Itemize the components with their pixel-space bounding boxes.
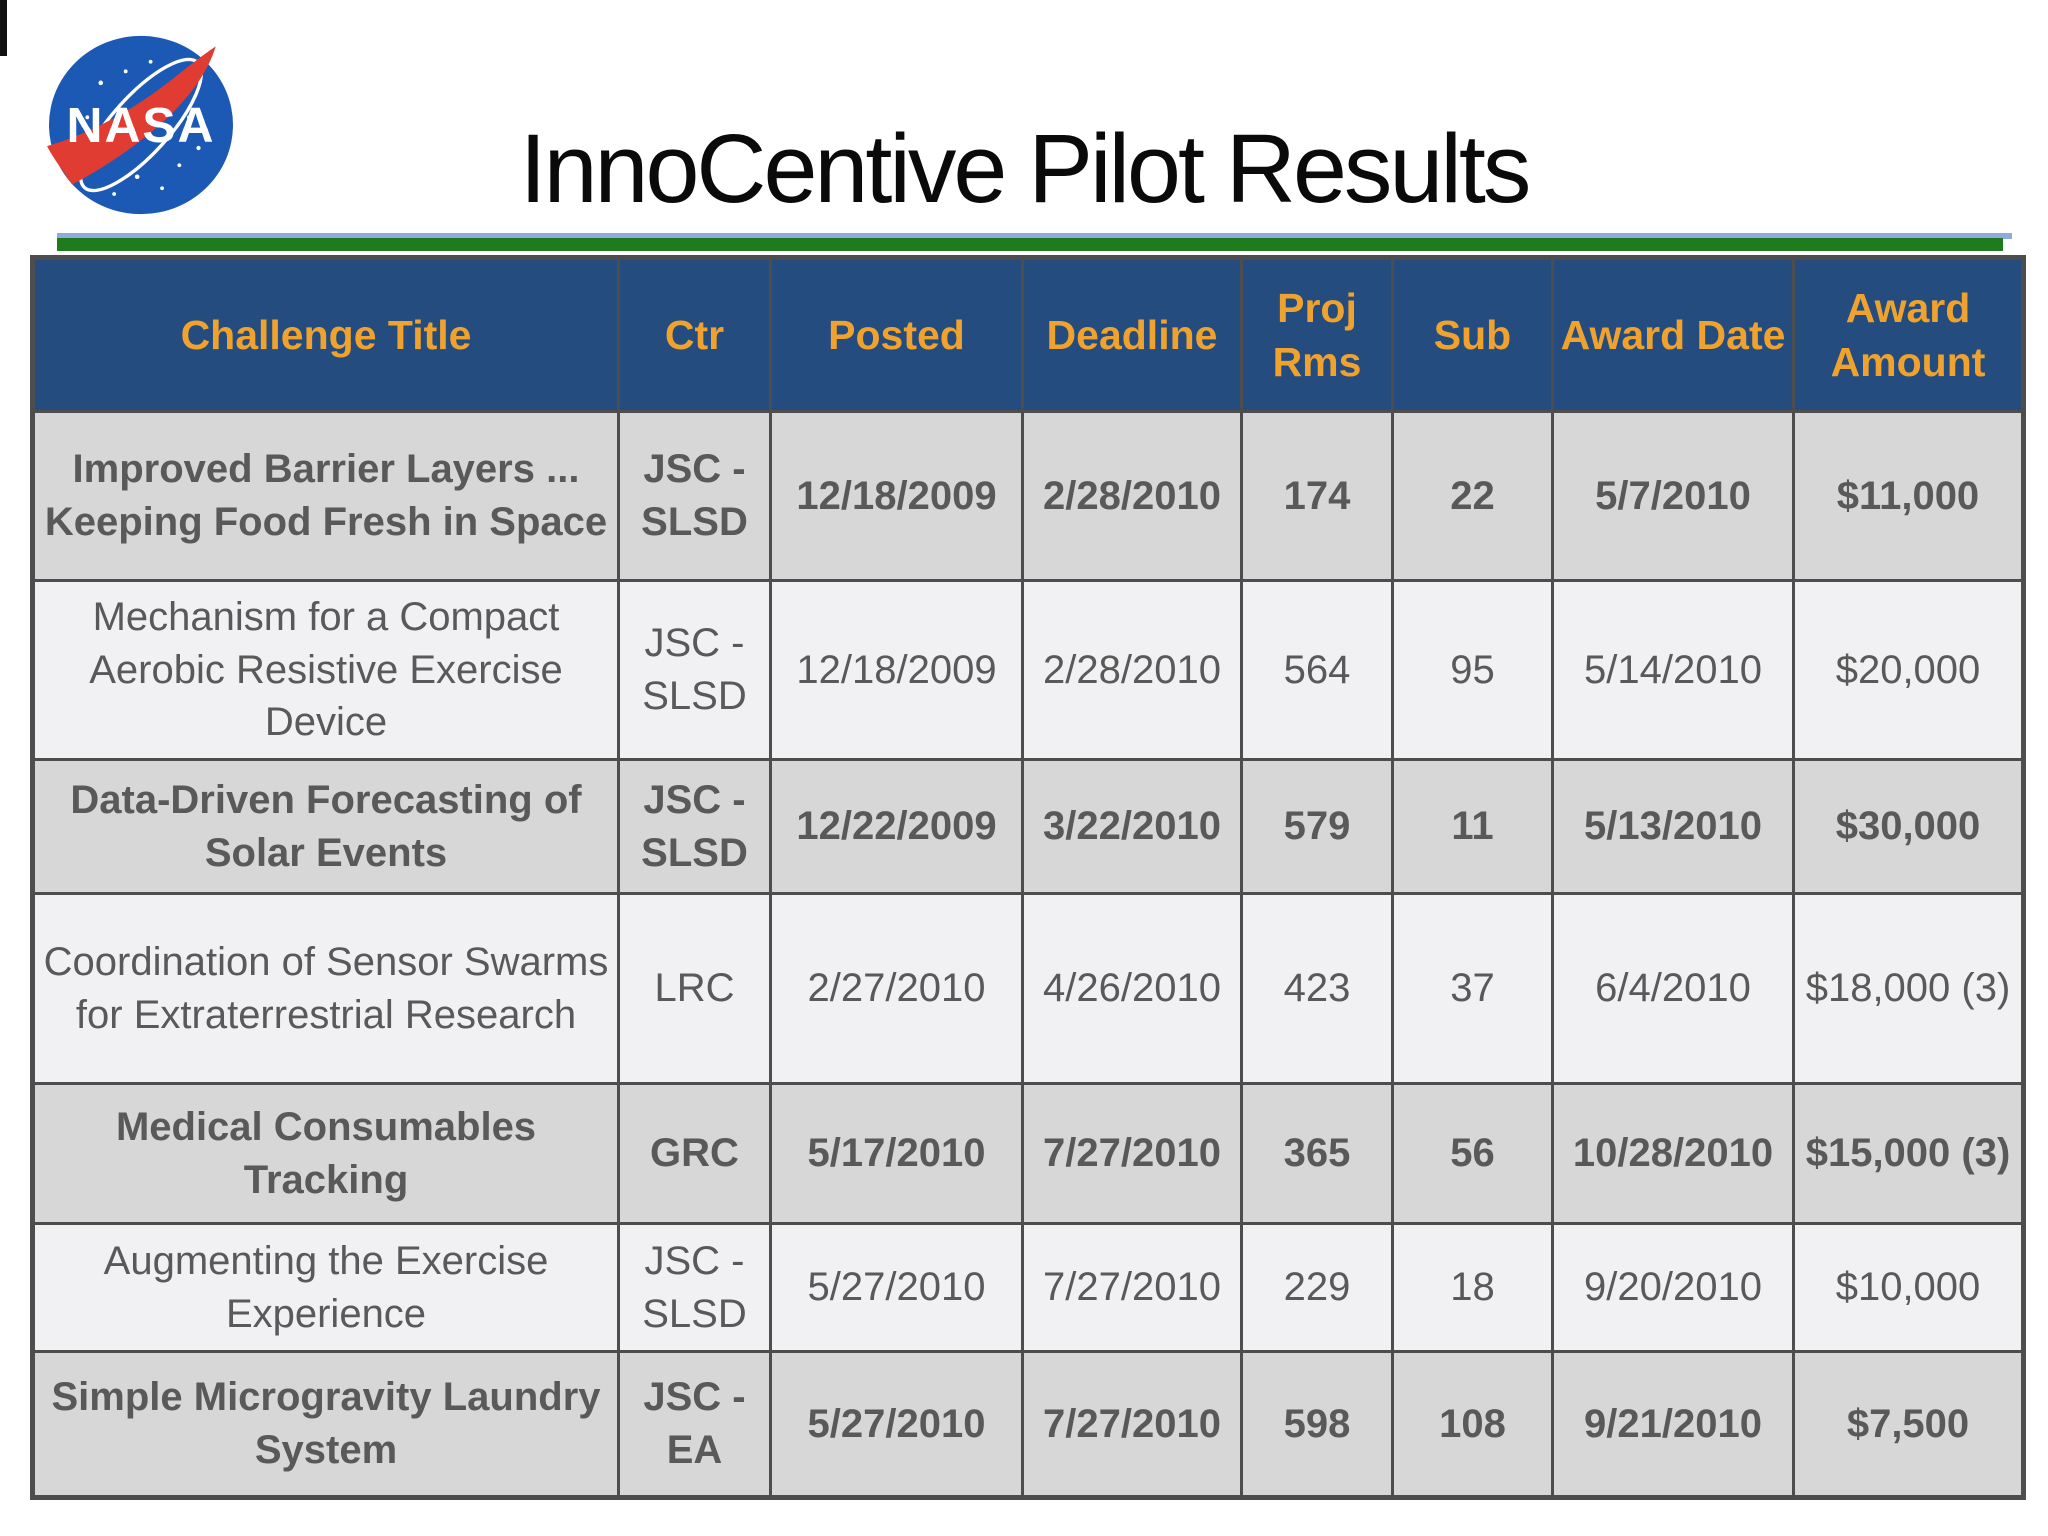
cell-sub: 56 xyxy=(1391,1082,1554,1225)
cell-award-amount: $11,000 xyxy=(1792,410,2025,582)
cell-challenge-title: Mechanism for a Compact Aerobic Resistiv… xyxy=(31,579,620,761)
cell-proj-rms: 598 xyxy=(1240,1350,1394,1499)
cell-award-date: 5/14/2010 xyxy=(1551,579,1795,761)
header-award-date: Award Date xyxy=(1551,256,1795,413)
header-row: Challenge Title Ctr Posted Deadline Proj… xyxy=(31,256,2025,413)
cell-award-date: 9/21/2010 xyxy=(1551,1350,1795,1499)
cell-proj-rms: 174 xyxy=(1240,410,1394,582)
cell-challenge-title: Simple Microgravity Laundry System xyxy=(31,1350,620,1499)
cell-proj-rms: 365 xyxy=(1240,1082,1394,1225)
svg-text:NASA: NASA xyxy=(67,97,216,153)
cell-award-amount: $20,000 xyxy=(1792,579,2025,761)
cell-award-amount: $10,000 xyxy=(1792,1222,2025,1353)
cell-posted: 5/17/2010 xyxy=(769,1082,1024,1225)
divider-green-bar xyxy=(57,238,2003,251)
cell-award-amount: $18,000 (3) xyxy=(1792,892,2025,1085)
header-sub: Sub xyxy=(1391,256,1554,413)
cell-challenge-title: Data-Driven Forecasting of Solar Events xyxy=(31,758,620,895)
cell-deadline: 3/22/2010 xyxy=(1021,758,1243,895)
cell-ctr: LRC xyxy=(617,892,772,1085)
nasa-logo-icon: NASA xyxy=(47,35,233,215)
cell-ctr: JSC - SLSD xyxy=(617,579,772,761)
cell-proj-rms: 579 xyxy=(1240,758,1394,895)
cell-proj-rms: 229 xyxy=(1240,1222,1394,1353)
cell-ctr: JSC - SLSD xyxy=(617,1222,772,1353)
cell-award-date: 10/28/2010 xyxy=(1551,1082,1795,1225)
cell-challenge-title: Coordination of Sensor Swarms for Extrat… xyxy=(31,892,620,1085)
cell-sub: 95 xyxy=(1391,579,1554,761)
cell-challenge-title: Improved Barrier Layers ... Keeping Food… xyxy=(31,410,620,582)
header-deadline: Deadline xyxy=(1021,256,1243,413)
cell-award-date: 9/20/2010 xyxy=(1551,1222,1795,1353)
table-row: Coordination of Sensor Swarms for Extrat… xyxy=(31,892,2025,1085)
cell-deadline: 4/26/2010 xyxy=(1021,892,1243,1085)
divider-blue-line xyxy=(57,233,2012,239)
cell-award-date: 6/4/2010 xyxy=(1551,892,1795,1085)
cell-proj-rms: 423 xyxy=(1240,892,1394,1085)
cell-ctr: GRC xyxy=(617,1082,772,1225)
cell-award-date: 5/7/2010 xyxy=(1551,410,1795,582)
cell-proj-rms: 564 xyxy=(1240,579,1394,761)
page-title: InnoCentive Pilot Results xyxy=(519,113,1532,223)
table-row: Improved Barrier Layers ... Keeping Food… xyxy=(31,410,2025,582)
cell-challenge-title: Medical Consumables Tracking xyxy=(31,1082,620,1225)
cell-ctr: JSC - SLSD xyxy=(617,758,772,895)
header-award-amount: Award Amount xyxy=(1792,256,2025,413)
cell-deadline: 7/27/2010 xyxy=(1021,1082,1243,1225)
cell-challenge-title: Augmenting the Exercise Experience xyxy=(31,1222,620,1353)
table-row: Medical Consumables Tracking GRC 5/17/20… xyxy=(31,1082,2025,1225)
cell-ctr: JSC - EA xyxy=(617,1350,772,1499)
cell-award-date: 5/13/2010 xyxy=(1551,758,1795,895)
cell-sub: 37 xyxy=(1391,892,1554,1085)
cell-deadline: 7/27/2010 xyxy=(1021,1222,1243,1353)
table-row: Mechanism for a Compact Aerobic Resistiv… xyxy=(31,579,2025,761)
screen-edge-artifact xyxy=(0,0,7,56)
cell-posted: 5/27/2010 xyxy=(769,1350,1024,1499)
cell-sub: 22 xyxy=(1391,410,1554,582)
cell-posted: 2/27/2010 xyxy=(769,892,1024,1085)
cell-posted: 5/27/2010 xyxy=(769,1222,1024,1353)
cell-deadline: 7/27/2010 xyxy=(1021,1350,1243,1499)
table-row: Simple Microgravity Laundry System JSC -… xyxy=(31,1350,2025,1499)
cell-posted: 12/22/2009 xyxy=(769,758,1024,895)
table-row: Data-Driven Forecasting of Solar Events … xyxy=(31,758,2025,895)
cell-award-amount: $15,000 (3) xyxy=(1792,1082,2025,1225)
header-ctr: Ctr xyxy=(617,256,772,413)
cell-award-amount: $7,500 xyxy=(1792,1350,2025,1499)
header-posted: Posted xyxy=(769,256,1024,413)
header-proj-rms: Proj Rms xyxy=(1240,256,1394,413)
cell-sub: 108 xyxy=(1391,1350,1554,1499)
cell-sub: 11 xyxy=(1391,758,1554,895)
header-challenge-title: Challenge Title xyxy=(31,256,620,413)
cell-deadline: 2/28/2010 xyxy=(1021,579,1243,761)
table-row: Augmenting the Exercise Experience JSC -… xyxy=(31,1222,2025,1353)
cell-ctr: JSC - SLSD xyxy=(617,410,772,582)
table-body: Improved Barrier Layers ... Keeping Food… xyxy=(31,410,2025,1499)
results-table: Challenge Title Ctr Posted Deadline Proj… xyxy=(30,255,2026,1500)
cell-deadline: 2/28/2010 xyxy=(1021,410,1243,582)
cell-posted: 12/18/2009 xyxy=(769,410,1024,582)
cell-sub: 18 xyxy=(1391,1222,1554,1353)
cell-award-amount: $30,000 xyxy=(1792,758,2025,895)
cell-posted: 12/18/2009 xyxy=(769,579,1024,761)
table-header: Challenge Title Ctr Posted Deadline Proj… xyxy=(31,256,2025,413)
